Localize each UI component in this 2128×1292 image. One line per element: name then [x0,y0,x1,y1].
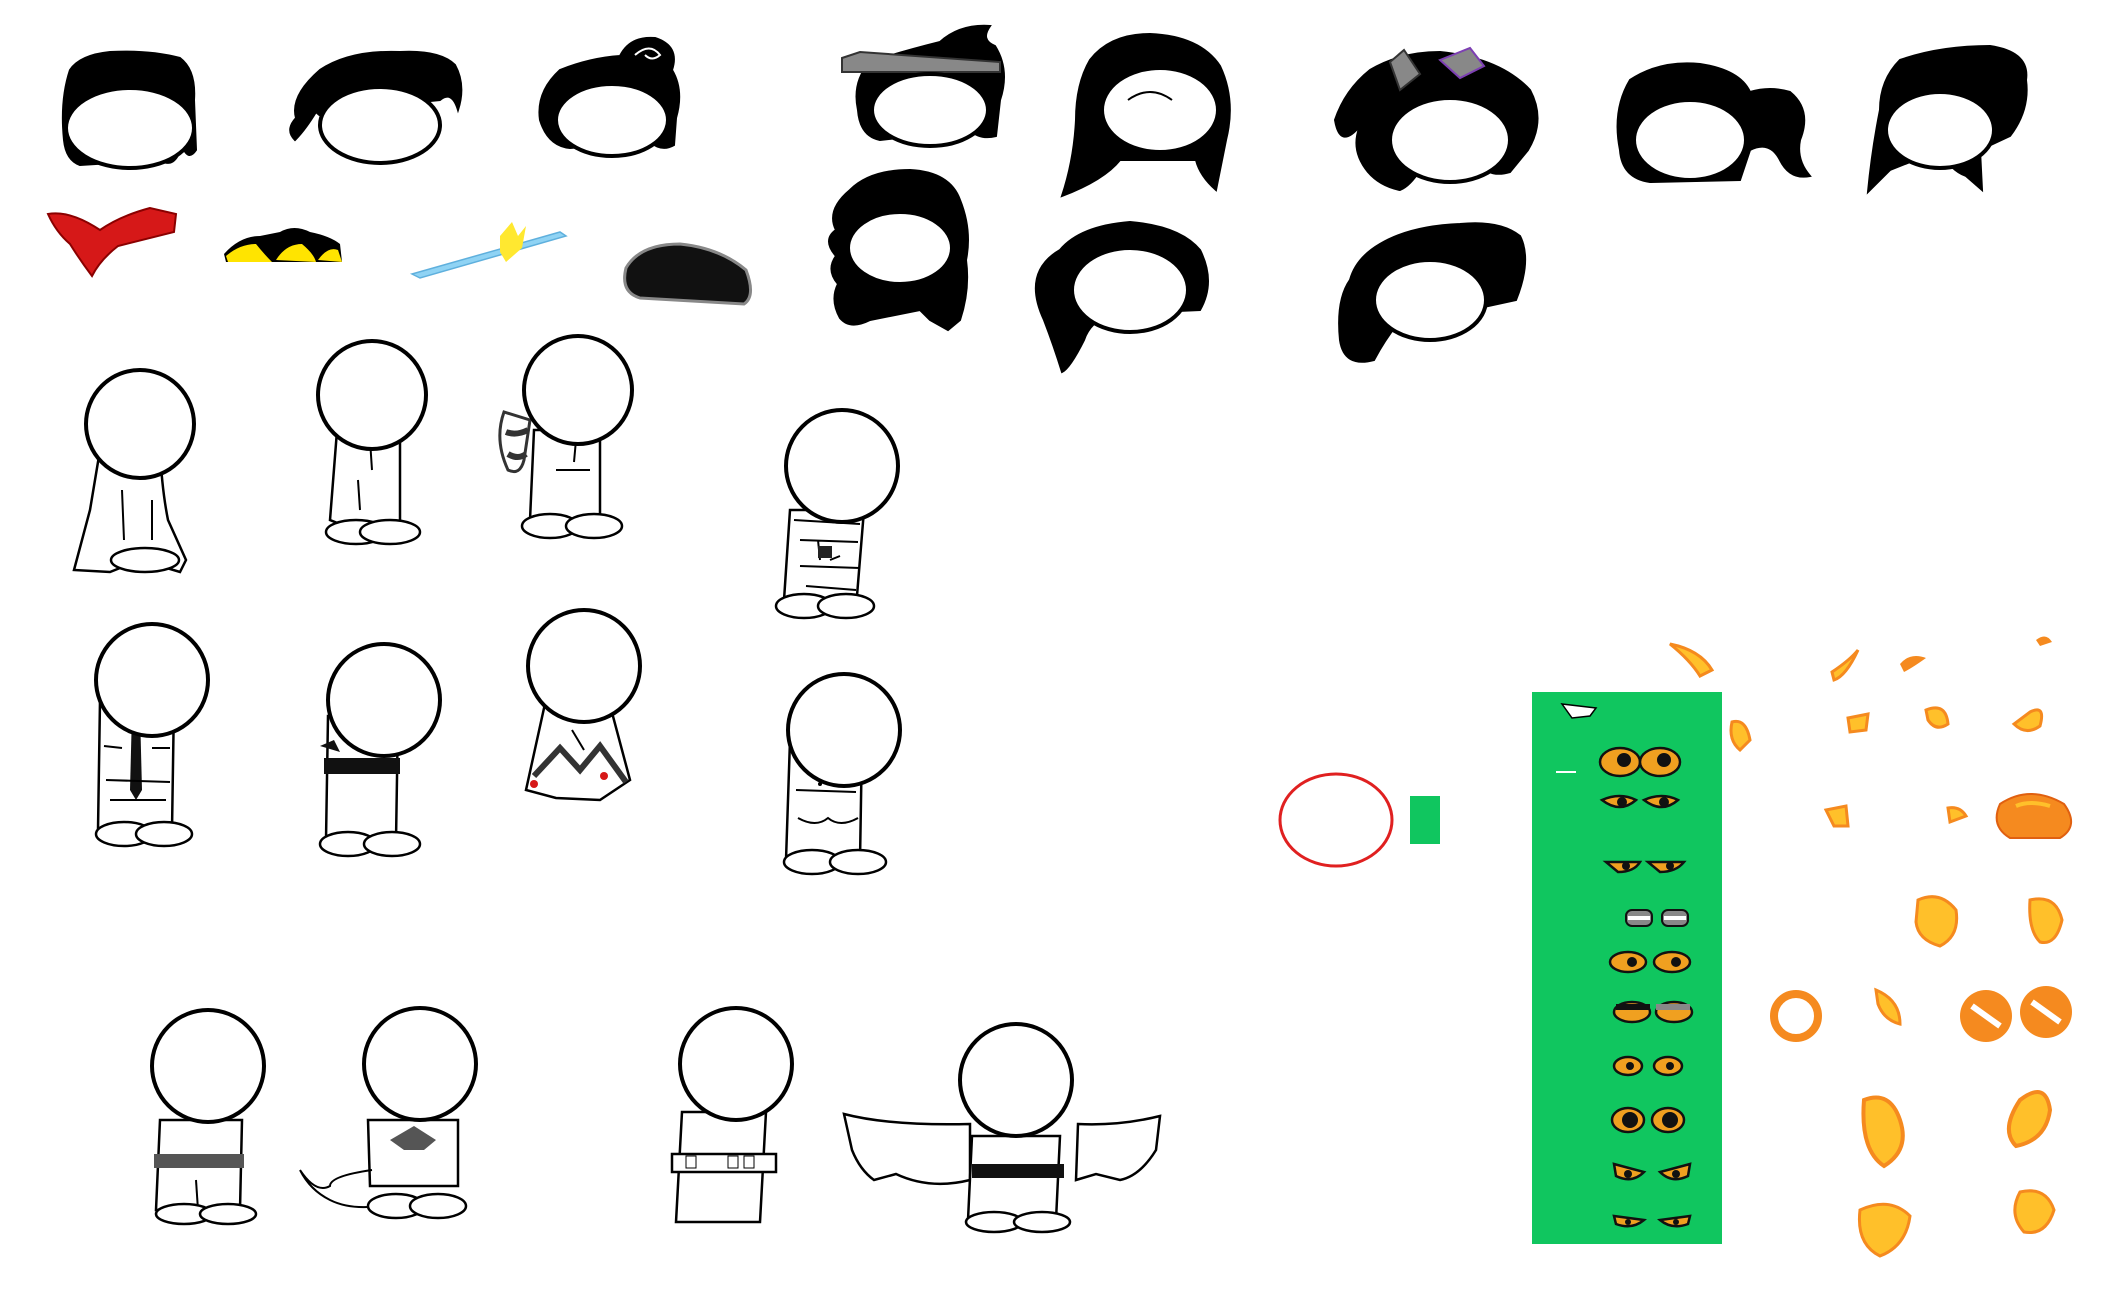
hair-mullet-icon [1866,44,2028,195]
hair-messy-icon [289,50,463,165]
eyes-6-icon [1612,1000,1694,1024]
sword-icon [409,222,568,279]
body-dress-icon [524,608,642,802]
body-buttons-icon [782,672,902,876]
green-rectangle-icon [1410,796,1440,844]
body-shirt-icon [316,339,428,546]
eyes-2-icon [1599,794,1681,809]
hair-bow-icon [1333,46,1539,192]
body-jacket-icon [774,408,900,620]
body-cloak-icon [72,368,196,574]
hair-bob-icon [1338,222,1527,363]
eyes-10-icon [1612,1214,1692,1228]
hair-side-ponytail-icon [1034,220,1209,374]
red-bow-icon [46,206,178,278]
body-skirt-belt-icon [670,1006,794,1224]
eyes-4-icon [1625,909,1689,927]
hair-short-icon [61,50,198,170]
eyes-9-icon [1612,1162,1692,1181]
hair-spiky-icon [828,168,969,332]
body-suit-tie-icon [94,622,210,848]
body-wings-icon [842,1022,1162,1234]
eyes-5-icon [1608,950,1692,974]
body-tail-icon [498,334,634,540]
eyes-3-icon [1602,860,1687,874]
eyes-1-icon [1556,746,1682,778]
red-circle-icon [1278,772,1394,868]
black-beret-icon [623,242,752,306]
fire-sprite-icon [1669,636,2072,1258]
body-mermaid-icon [299,1006,478,1220]
hair-bun-icon [538,36,681,158]
hair-headband-icon [841,24,1005,148]
yellow-hat-icon [224,228,342,262]
eyes-8-icon [1610,1106,1686,1134]
hair-long-icon [1060,32,1231,198]
hair-ponytail-icon [1616,62,1812,184]
body-sash-icon [150,1008,266,1226]
body-belt-icon [318,642,442,858]
eyes-7-icon [1612,1055,1684,1077]
